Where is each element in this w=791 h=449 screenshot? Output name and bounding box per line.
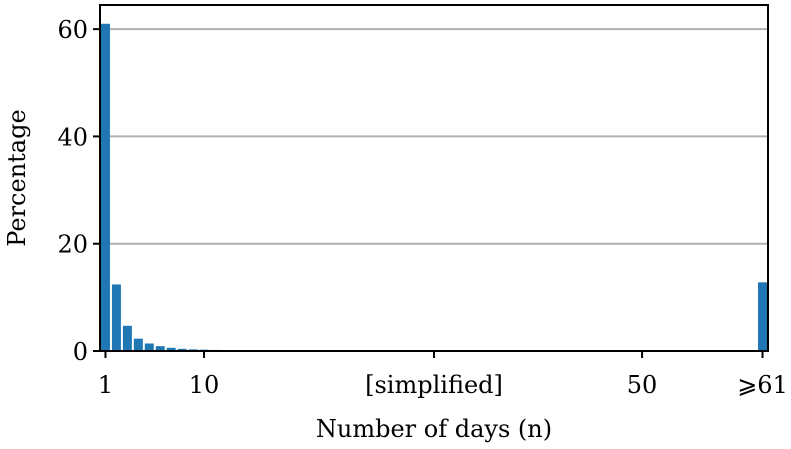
x-axis-label: Number of days (n): [316, 415, 552, 443]
x-tick-label: 50: [627, 371, 658, 399]
x-tick-label: ⩾61: [737, 371, 788, 399]
plot-frame: [99, 4, 769, 352]
bar-3: [122, 325, 132, 351]
y-tick-label: 60: [57, 16, 88, 44]
bar-2: [111, 284, 121, 351]
y-axis-ticks: 0 20 40 60: [57, 16, 100, 366]
y-tick-label: 0: [73, 338, 88, 366]
bar-5: [144, 343, 154, 351]
x-axis-ticks: 1 10 [simplified] 50 ⩾61: [98, 351, 788, 399]
x-tick-label: [simplified]: [365, 371, 503, 399]
bar-1: [100, 23, 110, 351]
y-tick-label: 40: [57, 123, 88, 151]
y-axis-label: Percentage: [3, 109, 31, 246]
bar-6: [155, 346, 165, 351]
bar-61: [758, 282, 768, 351]
bar-7: [166, 347, 176, 351]
bar-8: [177, 348, 187, 351]
bar-4: [133, 338, 143, 351]
x-tick-label: 10: [189, 371, 220, 399]
y-tick-label: 20: [57, 231, 88, 259]
x-tick-label: 1: [98, 371, 113, 399]
bars: [100, 23, 768, 351]
gridlines: [100, 28, 768, 245]
